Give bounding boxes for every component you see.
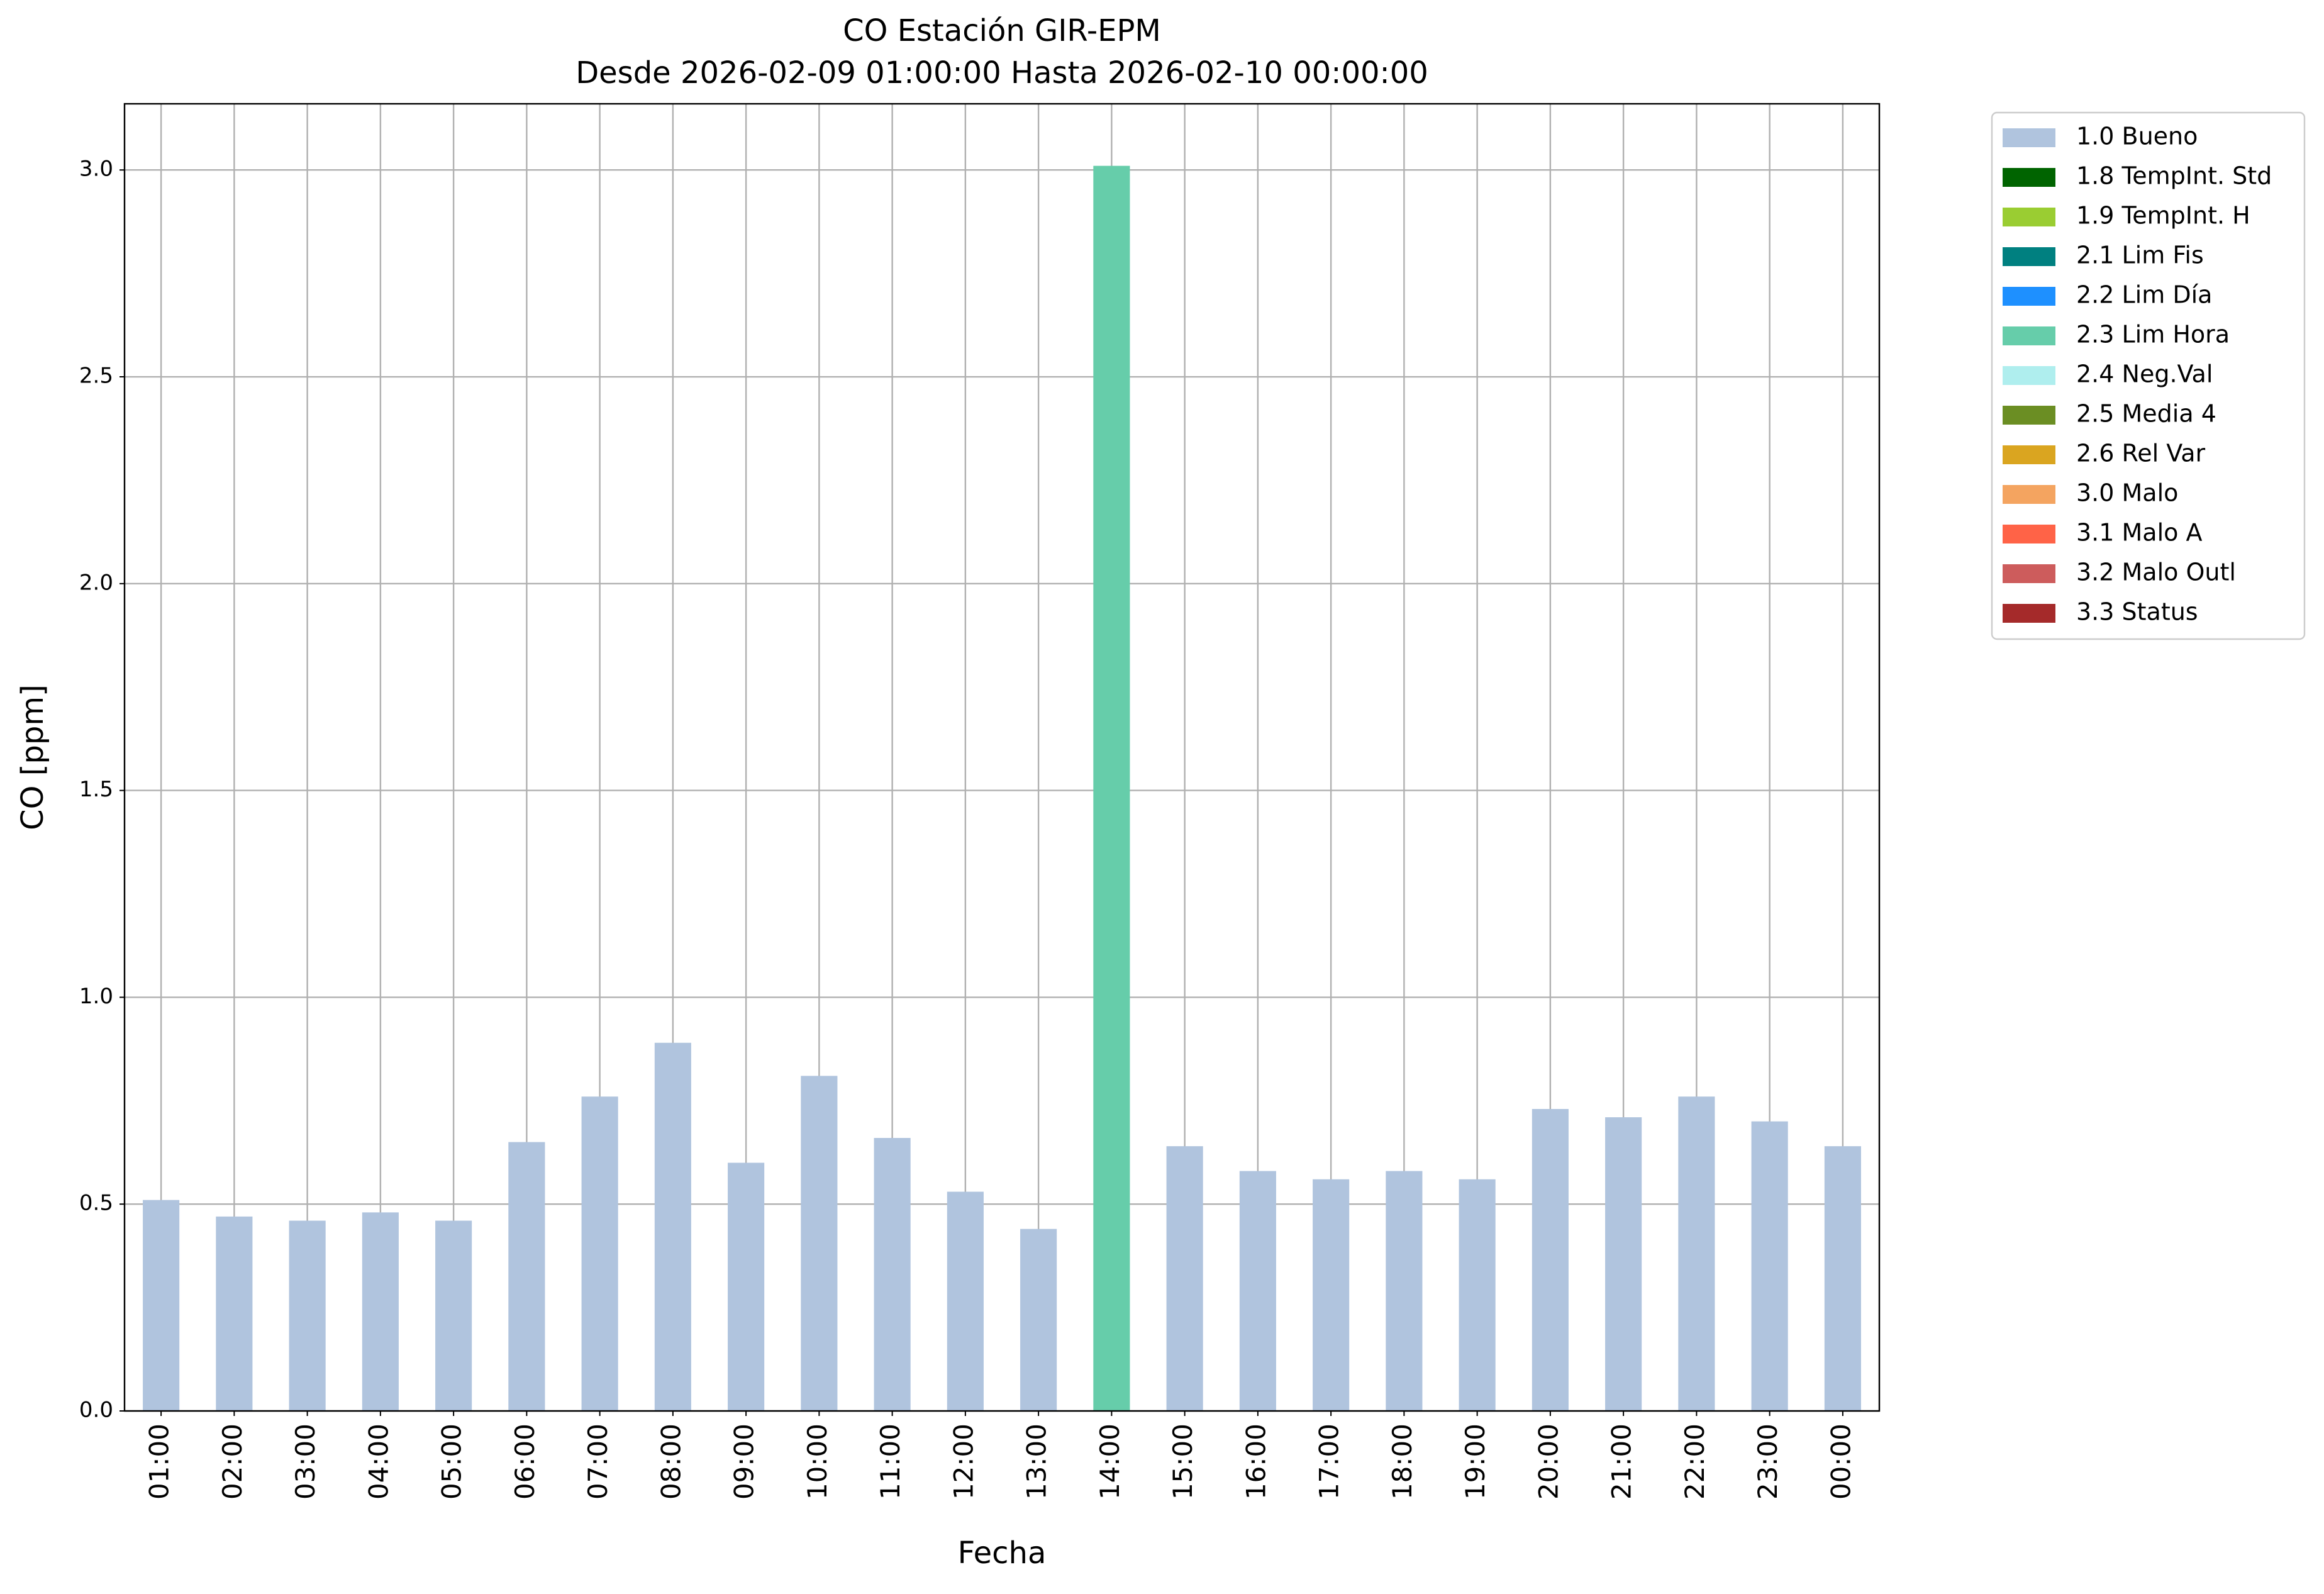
legend-swatch — [2003, 604, 2055, 623]
x-tick-label: 06:00 — [509, 1424, 540, 1500]
bar — [654, 1042, 691, 1411]
y-tick-label: 1.5 — [79, 777, 113, 802]
x-tick-label: 21:00 — [1606, 1424, 1637, 1500]
legend-label: 3.1 Malo A — [2076, 519, 2202, 547]
legend-label: 2.3 Lim Hora — [2076, 321, 2230, 348]
legend-swatch — [2003, 287, 2055, 306]
bar — [1678, 1096, 1715, 1411]
y-tick-label: 2.0 — [79, 570, 113, 595]
bar — [289, 1220, 326, 1411]
bar — [1020, 1229, 1057, 1411]
y-tick-label: 1.0 — [79, 984, 113, 1009]
x-tick-label: 20:00 — [1533, 1424, 1564, 1500]
x-tick-label: 00:00 — [1825, 1424, 1856, 1500]
legend-label: 2.4 Neg.Val — [2076, 360, 2213, 388]
x-tick-label: 15:00 — [1167, 1424, 1198, 1500]
bar — [143, 1200, 180, 1411]
bar — [1313, 1179, 1350, 1411]
y-axis-label: CO [ppm] — [15, 684, 50, 830]
legend-label: 2.1 Lim Fis — [2076, 242, 2204, 269]
legend-label: 1.8 TempInt. Std — [2076, 162, 2272, 190]
bar — [1459, 1179, 1496, 1411]
chart-subtitle: Desde 2026-02-09 01:00:00 Hasta 2026-02-… — [575, 55, 1428, 91]
legend-swatch — [2003, 128, 2055, 147]
bar — [728, 1162, 765, 1411]
x-tick-label: 18:00 — [1387, 1424, 1418, 1500]
bar — [508, 1142, 545, 1411]
legend-label: 3.0 Malo — [2076, 479, 2178, 507]
bar — [1166, 1146, 1203, 1411]
y-tick-label: 0.5 — [79, 1191, 113, 1216]
x-tick-label: 16:00 — [1240, 1424, 1271, 1500]
bar — [1824, 1146, 1861, 1411]
legend-swatch — [2003, 564, 2055, 583]
chart-title: CO Estación GIR-EPM — [843, 13, 1161, 48]
legend-label: 3.3 Status — [2076, 598, 2198, 626]
x-tick-label: 04:00 — [363, 1424, 394, 1500]
legend-swatch — [2003, 485, 2055, 504]
bar — [1751, 1121, 1788, 1411]
y-tick-label: 0.0 — [79, 1398, 113, 1423]
legend-box — [1991, 111, 2306, 640]
x-tick-label: 08:00 — [655, 1424, 686, 1500]
x-tick-label: 03:00 — [290, 1424, 321, 1500]
plot-frame — [123, 103, 1881, 1412]
bar — [1093, 165, 1130, 1411]
legend-label: 2.2 Lim Día — [2076, 281, 2212, 309]
legend-label: 1.9 TempInt. H — [2076, 202, 2250, 230]
x-tick-label: 14:00 — [1094, 1424, 1125, 1500]
bar — [362, 1212, 399, 1411]
y-tick-label: 2.5 — [79, 364, 113, 389]
legend-swatch — [2003, 445, 2055, 464]
legend-swatch — [2003, 326, 2055, 345]
legend-swatch — [2003, 525, 2055, 543]
legend-label: 3.2 Malo Outl — [2076, 559, 2236, 586]
bar — [216, 1216, 253, 1411]
x-tick-label: 11:00 — [875, 1424, 906, 1500]
bar — [581, 1096, 618, 1411]
legend-swatch — [2003, 406, 2055, 425]
bar — [1605, 1117, 1642, 1411]
bar — [1386, 1171, 1423, 1411]
y-tick-label: 3.0 — [79, 157, 113, 182]
x-tick-label: 12:00 — [948, 1424, 979, 1500]
x-tick-label: 09:00 — [729, 1424, 760, 1500]
legend-label: 1.0 Bueno — [2076, 123, 2198, 150]
x-tick-label: 19:00 — [1460, 1424, 1491, 1500]
bar — [801, 1076, 838, 1411]
bar — [874, 1137, 911, 1411]
x-tick-label: 02:00 — [217, 1424, 248, 1500]
x-tick-label: 10:00 — [802, 1424, 833, 1500]
bar — [1532, 1108, 1569, 1411]
x-tick-label: 23:00 — [1752, 1424, 1783, 1500]
legend-label: 2.5 Media 4 — [2076, 400, 2216, 428]
bar — [947, 1191, 984, 1411]
legend-swatch — [2003, 168, 2055, 187]
x-axis-label: Fecha — [958, 1535, 1047, 1571]
x-tick-label: 22:00 — [1679, 1424, 1710, 1500]
legend-swatch — [2003, 247, 2055, 266]
legend-swatch — [2003, 366, 2055, 385]
legend-swatch — [2003, 208, 2055, 226]
bar — [435, 1220, 472, 1411]
x-tick-label: 05:00 — [436, 1424, 467, 1500]
bar — [1239, 1171, 1276, 1411]
legend-label: 2.6 Rel Var — [2076, 440, 2206, 467]
x-tick-label: 01:00 — [144, 1424, 175, 1500]
x-tick-label: 17:00 — [1314, 1424, 1345, 1500]
x-tick-label: 13:00 — [1021, 1424, 1052, 1500]
x-tick-label: 07:00 — [582, 1424, 613, 1500]
